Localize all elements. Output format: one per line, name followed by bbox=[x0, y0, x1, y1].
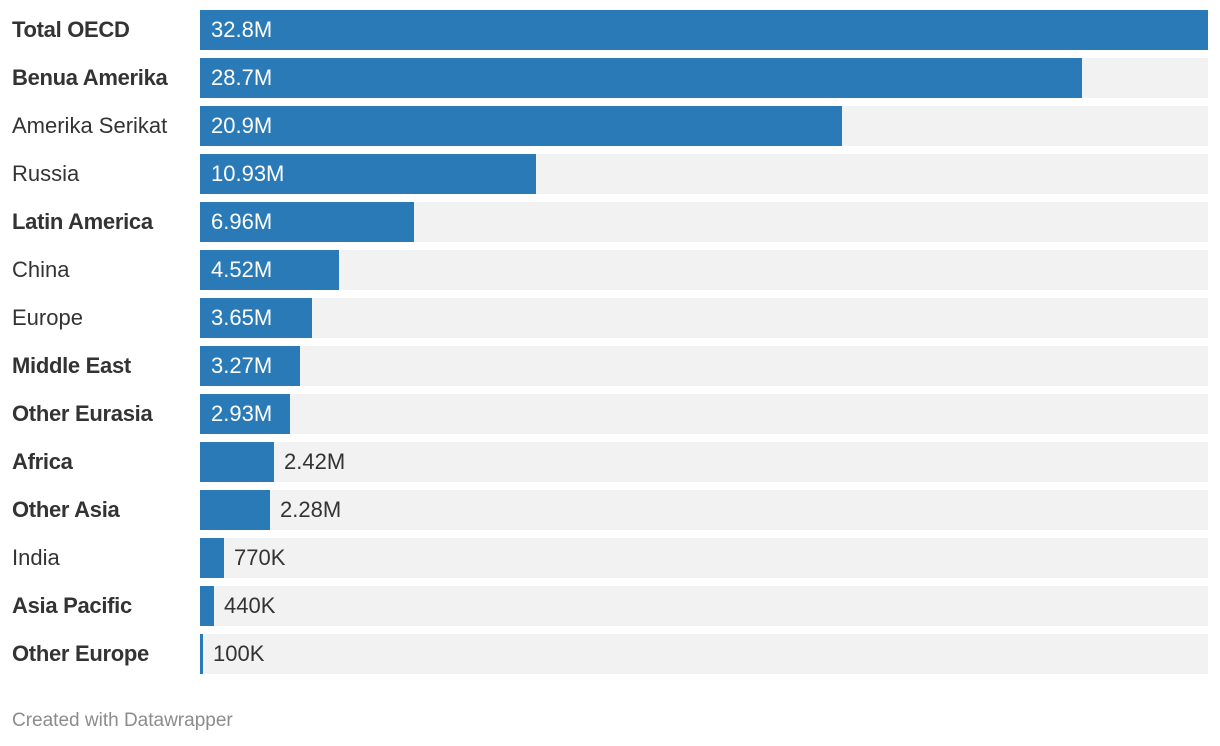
bar-row: Asia Pacific 440K bbox=[0, 586, 1220, 626]
value-label: 6.96M bbox=[211, 209, 273, 234]
category-label: India bbox=[12, 545, 60, 570]
bar-row: Russia 10.93M bbox=[0, 154, 1220, 194]
value-label: 2.28M bbox=[280, 497, 342, 522]
bar-row: China 4.52M bbox=[0, 250, 1220, 290]
bar-row: Africa 2.42M bbox=[0, 442, 1220, 482]
bar bbox=[200, 154, 536, 194]
category-label: Asia Pacific bbox=[12, 593, 132, 618]
category-label: Other Eurasia bbox=[12, 401, 153, 426]
bar-track bbox=[200, 250, 1208, 290]
value-label: 3.27M bbox=[211, 353, 273, 378]
bar bbox=[200, 586, 214, 626]
category-label: Middle East bbox=[12, 353, 131, 378]
bar-row: Amerika Serikat 20.9M bbox=[0, 106, 1220, 146]
value-label: 28.7M bbox=[211, 65, 273, 90]
bar-row: India 770K bbox=[0, 538, 1220, 578]
bar bbox=[200, 394, 290, 434]
bar-row: Middle East 3.27M bbox=[0, 346, 1220, 386]
bar-track bbox=[200, 490, 1208, 530]
value-label: 100K bbox=[213, 641, 265, 666]
bar-chart: Total OECD 32.8M Benua Amerika 28.7M Amerika… bbox=[0, 10, 1220, 674]
bar-track bbox=[200, 442, 1208, 482]
bar-track bbox=[200, 394, 1208, 434]
category-label: Africa bbox=[12, 449, 73, 474]
category-label: Other Asia bbox=[12, 497, 120, 522]
category-label: Benua Amerika bbox=[12, 65, 168, 90]
bar bbox=[200, 634, 203, 674]
bar-row: Total OECD 32.8M bbox=[0, 10, 1220, 50]
bar bbox=[200, 202, 414, 242]
bar bbox=[200, 442, 274, 482]
bar bbox=[200, 106, 842, 146]
value-label: 10.93M bbox=[211, 161, 285, 186]
bar bbox=[200, 10, 1208, 50]
value-label: 2.42M bbox=[284, 449, 346, 474]
bar-track bbox=[200, 586, 1208, 626]
bar-row: Europe 3.65M bbox=[0, 298, 1220, 338]
category-label: Europe bbox=[12, 305, 83, 330]
bar-row: Latin America 6.96M bbox=[0, 202, 1220, 242]
value-label: 770K bbox=[234, 545, 286, 570]
bar bbox=[200, 346, 300, 386]
bar-track bbox=[200, 346, 1208, 386]
value-label: 20.9M bbox=[211, 113, 273, 138]
category-label: Other Europe bbox=[12, 641, 149, 666]
bar-row: Benua Amerika 28.7M bbox=[0, 58, 1220, 98]
bar bbox=[200, 298, 312, 338]
value-label: 440K bbox=[224, 593, 276, 618]
bar bbox=[200, 250, 339, 290]
bar bbox=[200, 58, 1082, 98]
value-label: 4.52M bbox=[211, 257, 273, 282]
category-label: Latin America bbox=[12, 209, 153, 234]
bar-track bbox=[200, 298, 1208, 338]
category-label: Russia bbox=[12, 161, 80, 186]
chart-credit[interactable]: Created with Datawrapper bbox=[12, 710, 233, 731]
value-label: 32.8M bbox=[211, 17, 273, 42]
bar-track bbox=[200, 634, 1208, 674]
category-label: China bbox=[12, 257, 70, 282]
category-label: Amerika Serikat bbox=[12, 113, 168, 138]
bar-row: Other Asia 2.28M bbox=[0, 490, 1220, 530]
bar bbox=[200, 538, 224, 578]
bar bbox=[200, 490, 270, 530]
value-label: 2.93M bbox=[211, 401, 273, 426]
value-label: 3.65M bbox=[211, 305, 273, 330]
bar-row: Other Europe 100K bbox=[0, 634, 1220, 674]
bar-row: Other Eurasia 2.93M bbox=[0, 394, 1220, 434]
category-label: Total OECD bbox=[12, 17, 130, 42]
bar-track bbox=[200, 538, 1208, 578]
